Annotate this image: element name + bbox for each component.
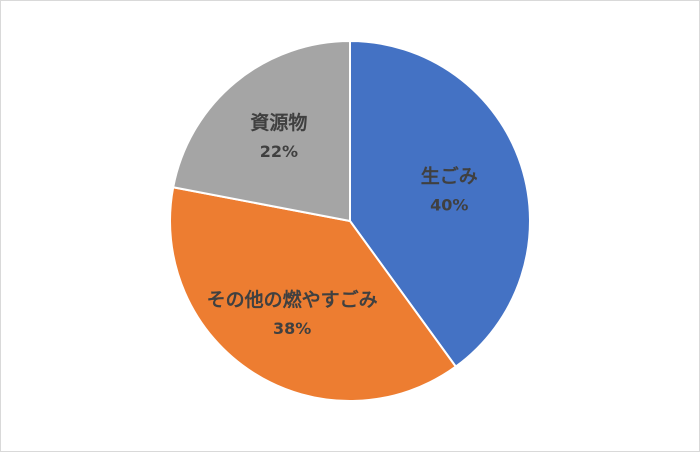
pie-labels: 生ごみ 40% その他の燃やすごみ 38% 資源物 22% — [207, 111, 478, 338]
pie-slices — [169, 39, 531, 402]
slice-label-3: 資源物 — [250, 111, 307, 134]
slice-label-1: 生ごみ — [421, 165, 478, 188]
pie-slice-2 — [169, 186, 458, 402]
slice-value-label-3: 22% — [260, 142, 298, 161]
pie-slice-3 — [172, 39, 351, 223]
slice-label-2: その他の燃やすごみ — [207, 288, 378, 311]
pie-slice-1 — [349, 39, 531, 369]
slice-value-label-1: 40% — [430, 196, 468, 215]
slice-value-label-2: 38% — [273, 319, 311, 338]
